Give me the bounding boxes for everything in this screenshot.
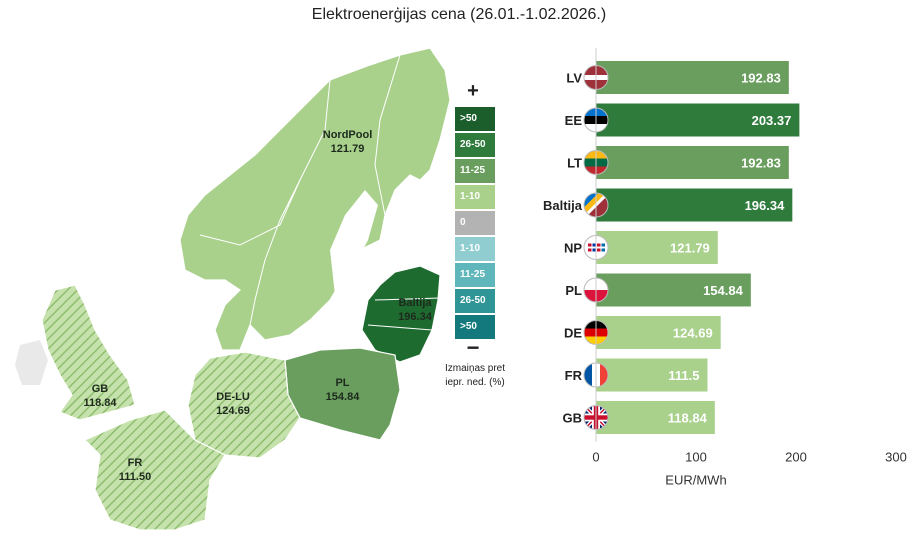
legend-item: >50 bbox=[455, 107, 495, 131]
bar-value-label: 192.83 bbox=[741, 71, 781, 86]
bar-value-label: 192.83 bbox=[741, 156, 781, 171]
bar-np bbox=[596, 231, 718, 264]
bar-lt bbox=[596, 146, 789, 179]
x-axis-label: EUR/MWh bbox=[665, 473, 726, 488]
category-label: PL bbox=[565, 283, 582, 298]
legend-item: 26-50 bbox=[455, 133, 495, 157]
x-tick-label: 100 bbox=[685, 450, 707, 465]
de-lu-map-name: DE-LU bbox=[216, 391, 250, 403]
bar-lv bbox=[596, 61, 789, 94]
category-label: FR bbox=[565, 368, 583, 383]
bar-chart: 192.83 LV 203.37 EE 192.83 LT 196.34 Baltija 121… bbox=[543, 48, 907, 488]
x-tick-label: 200 bbox=[785, 450, 807, 465]
bar-ee bbox=[596, 103, 800, 137]
legend-minus-sign: − bbox=[466, 335, 480, 360]
bar-pl bbox=[596, 273, 751, 307]
category-label: DE bbox=[564, 326, 582, 341]
category-label: LT bbox=[567, 156, 582, 171]
bar-value-label: 121.79 bbox=[670, 241, 710, 256]
gb-region bbox=[41, 284, 136, 421]
fr-map-value: 111.50 bbox=[118, 471, 152, 483]
legend-item: 11-25 bbox=[455, 263, 495, 287]
nordpool-map-name: NordPool bbox=[322, 129, 373, 141]
bar-baltija bbox=[596, 188, 793, 222]
fr-map-label: FR 111.50 bbox=[105, 456, 165, 484]
bar-value-label: 203.37 bbox=[752, 113, 792, 128]
pl-map-name: PL bbox=[335, 377, 350, 389]
legend-item: 1-10 bbox=[455, 185, 495, 209]
bar-de bbox=[596, 316, 721, 349]
gb-map-value: 118.84 bbox=[83, 397, 117, 409]
legend-item: >50 bbox=[455, 315, 495, 339]
bar-value-label: 118.84 bbox=[668, 411, 708, 426]
x-tick-label: 300 bbox=[885, 450, 907, 465]
category-label: NP bbox=[564, 241, 582, 256]
baltija-map-label: Baltija 196.34 bbox=[380, 296, 450, 324]
gb-map-name: GB bbox=[91, 383, 109, 395]
fr-map-name: FR bbox=[127, 457, 143, 469]
category-label: LV bbox=[566, 71, 582, 86]
category-label: EE bbox=[565, 113, 583, 128]
bar-value-label: 111.5 bbox=[668, 368, 699, 383]
nordpool-map-label: NordPool 121.79 bbox=[310, 128, 385, 156]
legend-caption-line2: iepr. ned. (%) bbox=[445, 377, 505, 388]
legend-plus-sign: + bbox=[467, 80, 479, 102]
nordpool-map-value: 121.79 bbox=[330, 143, 365, 155]
legend-item: 26-50 bbox=[455, 289, 495, 313]
bar-gb bbox=[596, 401, 715, 434]
category-label: Baltija bbox=[543, 198, 583, 213]
de-lu-map-value: 124.69 bbox=[216, 405, 250, 417]
nordpool-region bbox=[179, 47, 451, 351]
chart-title: Elektroenerģijas cena (26.01.-1.02.2026.… bbox=[311, 6, 607, 23]
baltija-map-name: Baltija bbox=[398, 297, 432, 309]
legend-caption: Izmaiņas pret iepr. ned. (%) bbox=[425, 362, 525, 390]
pl-map-value: 154.84 bbox=[325, 391, 360, 403]
pl-map-label: PL 154.84 bbox=[310, 376, 375, 404]
bar-value-label: 154.84 bbox=[703, 283, 744, 298]
bar-value-label: 124.69 bbox=[673, 326, 713, 341]
europe-map bbox=[15, 47, 451, 531]
bar-value-label: 196.34 bbox=[745, 198, 786, 213]
baltija-map-value: 196.34 bbox=[398, 311, 432, 323]
baltija-region bbox=[361, 265, 441, 363]
category-label: GB bbox=[563, 411, 583, 426]
legend-item: 1-10 bbox=[455, 237, 495, 261]
legend-item: 0 bbox=[455, 211, 495, 235]
fr-region bbox=[83, 409, 226, 531]
de-lu-region bbox=[187, 351, 301, 459]
bar-fr bbox=[596, 358, 708, 392]
x-tick-label: 0 bbox=[592, 450, 599, 465]
legend-item: 11-25 bbox=[455, 159, 495, 183]
gb-map-label: GB 118.84 bbox=[70, 382, 130, 410]
legend-caption-line1: Izmaiņas pret bbox=[444, 363, 506, 374]
de-lu-map-label: DE-LU 124.69 bbox=[198, 390, 268, 418]
